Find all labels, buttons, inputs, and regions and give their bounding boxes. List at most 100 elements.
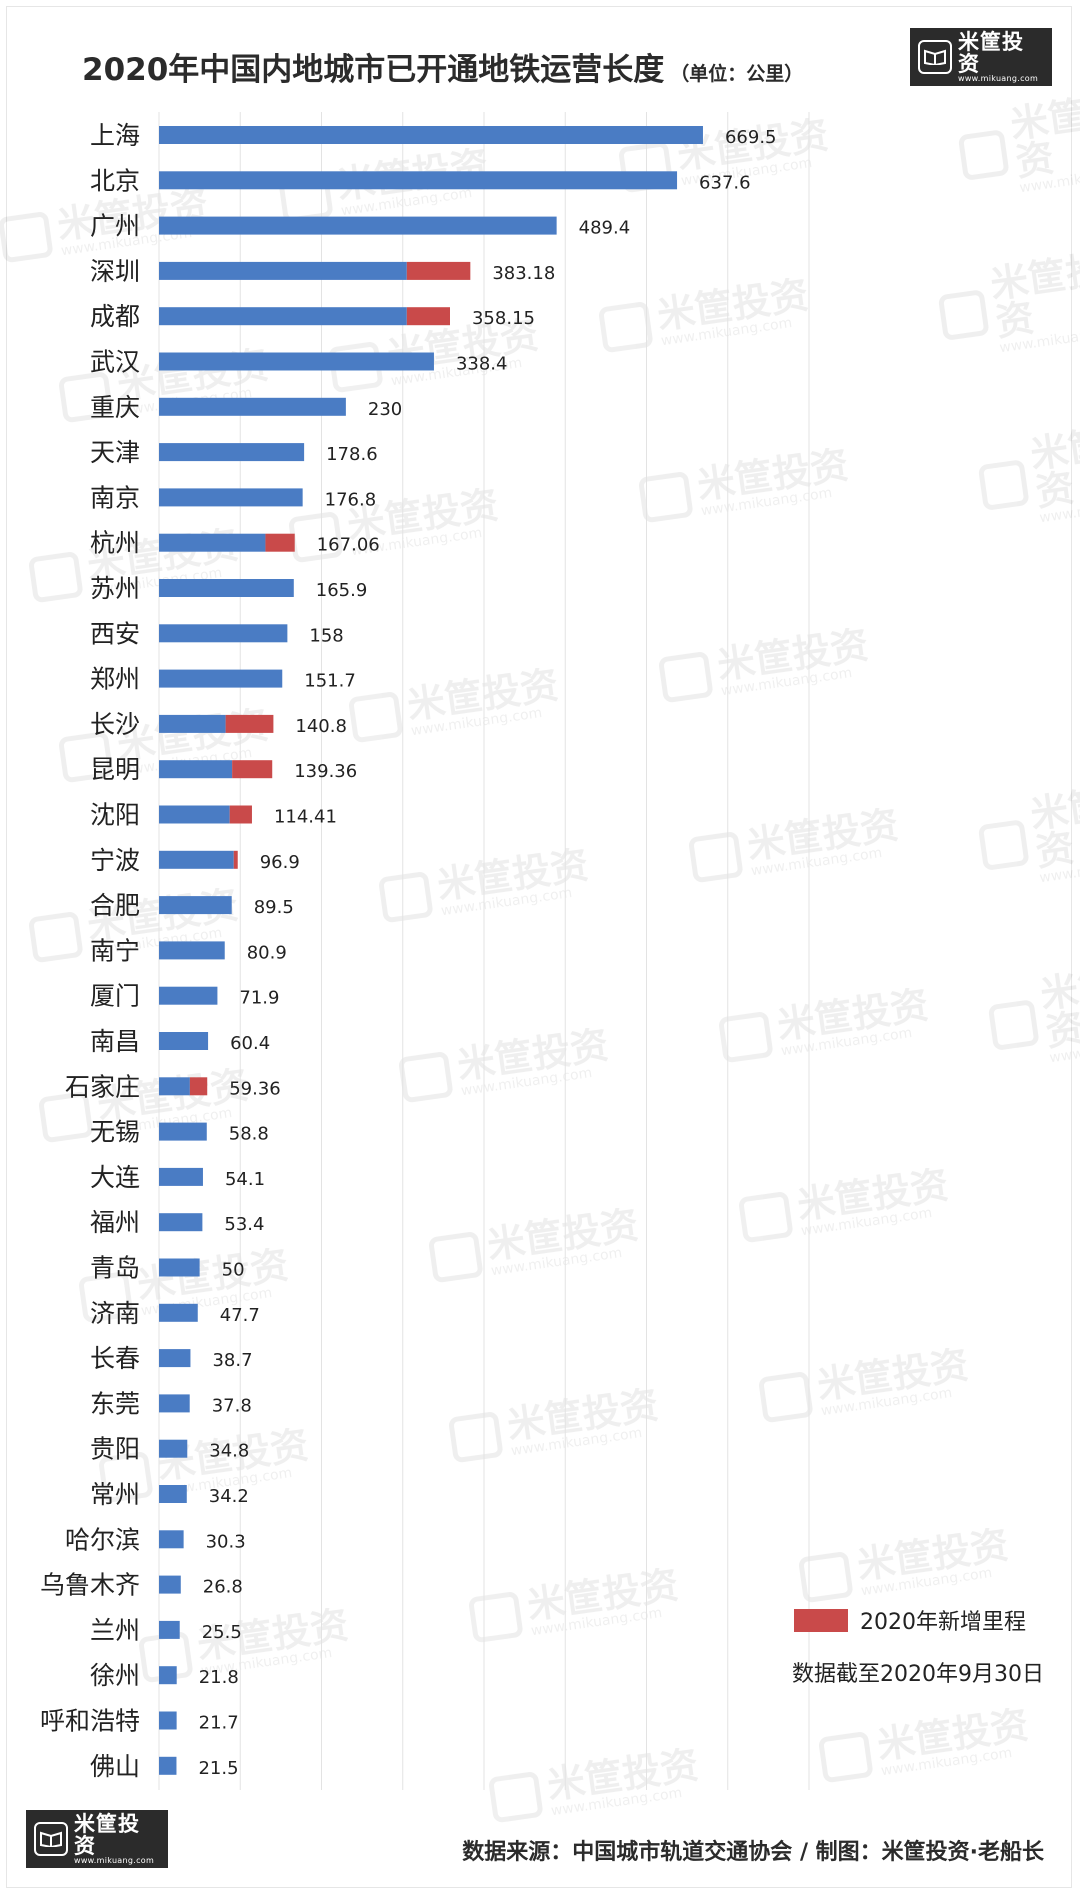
value-label: 37.8: [212, 1395, 252, 1416]
chart-title-text: 2020年中国内地城市已开通地铁运营长度: [82, 52, 665, 88]
category-label: 重庆: [90, 393, 140, 422]
bar-base: [159, 1077, 190, 1096]
value-label: 383.18: [492, 263, 555, 284]
category-label: 乌鲁木齐: [40, 1571, 140, 1600]
bar-base: [159, 126, 703, 144]
bar-new-2020: [189, 1077, 208, 1096]
value-label: 54.1: [225, 1169, 265, 1190]
bar-base: [159, 1530, 184, 1549]
bar-base: [159, 1213, 203, 1232]
bar-base: [159, 533, 266, 552]
bar-base: [159, 1575, 181, 1594]
value-label: 338.4: [456, 354, 508, 375]
bar-new-2020: [232, 760, 273, 779]
value-label: 669.5: [725, 127, 777, 148]
value-label: 489.4: [579, 218, 631, 239]
category-label: 宁波: [90, 846, 140, 875]
bar-base: [159, 714, 226, 733]
category-label: 济南: [90, 1299, 140, 1328]
legend-swatch-new: [794, 1608, 848, 1632]
chart-frame: [6, 6, 1072, 1888]
bar-base: [159, 171, 678, 190]
brand-logo-footer: 米筐投资 www.mikuang.com: [26, 1810, 168, 1868]
category-label: 上海: [90, 121, 140, 150]
category-label: 西安: [90, 619, 140, 648]
category-label: 兰州: [90, 1616, 140, 1645]
value-label: 47.7: [220, 1305, 260, 1326]
value-label: 26.8: [203, 1577, 243, 1598]
bar-base: [159, 397, 346, 416]
bar-new-2020: [406, 307, 450, 326]
category-label: 东莞: [90, 1389, 140, 1418]
brand-url-footer: www.mikuang.com: [74, 1855, 155, 1865]
bar-base: [159, 1258, 200, 1277]
category-label: 佛山: [90, 1752, 140, 1781]
bar-base: [159, 1167, 203, 1186]
value-label: 80.9: [247, 942, 287, 963]
bar-base: [159, 986, 218, 1005]
bar-base: [159, 352, 434, 371]
brand-logo: 米筐投资 www.mikuang.com: [910, 28, 1052, 86]
category-label: 石家庄: [65, 1072, 140, 1101]
value-label: 89.5: [254, 897, 294, 918]
bar-base: [159, 1122, 207, 1141]
bar-new-2020: [265, 533, 295, 552]
category-label: 成都: [90, 302, 140, 331]
value-label: 21.7: [199, 1713, 239, 1734]
value-label: 114.41: [274, 807, 337, 828]
value-label: 167.06: [317, 535, 380, 556]
brand-url: www.mikuang.com: [958, 73, 1039, 83]
brand-name: 米筐投资: [958, 29, 1024, 76]
data-date-note: 数据截至2020年9月30日: [792, 1662, 1044, 1687]
bar-new-2020: [406, 261, 471, 280]
bar-base: [159, 307, 407, 326]
category-label: 北京: [90, 166, 140, 195]
value-label: 50: [222, 1260, 245, 1281]
value-label: 178.6: [326, 444, 378, 465]
category-label: 徐州: [90, 1661, 140, 1690]
category-label: 长春: [90, 1344, 140, 1373]
brand-book-icon: [918, 40, 952, 74]
bar-base: [159, 488, 303, 507]
value-label: 21.5: [198, 1758, 238, 1779]
value-label: 58.8: [229, 1124, 269, 1145]
chart-unit: （单位：公里）: [670, 63, 804, 85]
category-label: 大连: [90, 1163, 140, 1192]
category-label: 武汉: [90, 348, 140, 377]
bar-base: [159, 1620, 180, 1639]
bar-new-2020: [225, 714, 274, 733]
value-label: 25.5: [202, 1622, 242, 1643]
category-label: 广州: [90, 212, 140, 241]
bar-new-2020: [233, 850, 238, 869]
bar-base: [159, 1666, 177, 1685]
category-label: 南京: [90, 483, 140, 512]
bar-base: [159, 1485, 187, 1503]
value-label: 34.8: [209, 1441, 249, 1462]
bar-base: [159, 805, 230, 824]
value-label: 96.9: [260, 852, 300, 873]
bar-base: [159, 1394, 190, 1413]
value-label: 21.8: [199, 1667, 239, 1688]
bar-base: [159, 1032, 209, 1050]
bar-base: [159, 941, 225, 960]
bar-base: [159, 579, 294, 597]
value-label: 59.36: [229, 1078, 281, 1099]
category-label: 南宁: [90, 936, 140, 965]
bar-base: [159, 261, 407, 280]
bar-base: [159, 1303, 198, 1322]
value-label: 53.4: [224, 1214, 264, 1235]
value-label: 71.9: [239, 988, 279, 1009]
value-label: 60.4: [230, 1033, 270, 1054]
value-label: 139.36: [294, 761, 357, 782]
category-label: 福州: [90, 1208, 140, 1237]
bar-base: [159, 1439, 188, 1458]
value-label: 140.8: [295, 716, 347, 737]
category-label: 青岛: [90, 1254, 140, 1283]
value-label: 230: [368, 399, 402, 420]
brand-name-footer: 米筐投资: [74, 1811, 140, 1858]
category-label: 呼和浩特: [40, 1707, 140, 1736]
value-label: 358.15: [472, 308, 535, 329]
bar-base: [159, 1349, 191, 1368]
category-label: 合肥: [90, 891, 140, 920]
data-source: 数据来源：中国城市轨道交通协会 / 制图：米筐投资·老船长: [462, 1840, 1044, 1865]
